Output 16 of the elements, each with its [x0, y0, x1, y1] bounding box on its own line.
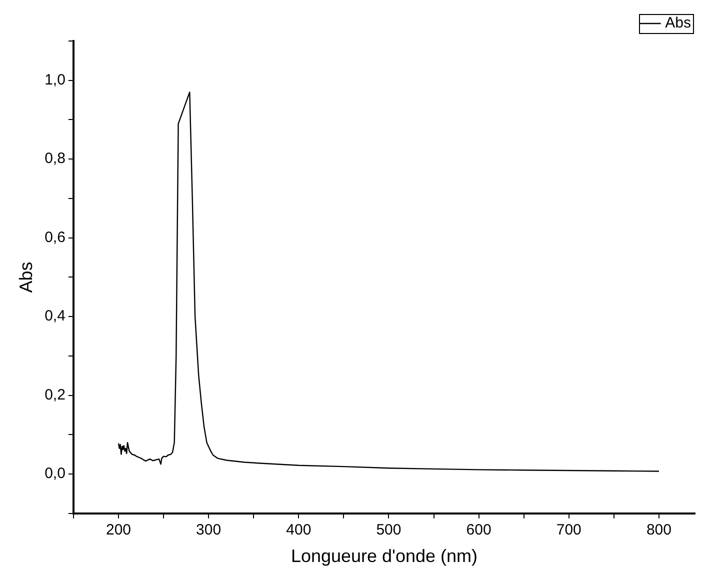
x-tick-label: 400: [286, 522, 312, 539]
x-tick-label: 700: [556, 522, 582, 539]
x-tick-label: 800: [646, 522, 672, 539]
y-tick-label: 1,0: [44, 72, 66, 89]
x-tick-label: 300: [196, 522, 222, 539]
x-axis-title: Longueure d'onde (nm): [290, 546, 478, 566]
y-tick-label: 0,2: [44, 386, 66, 404]
y-tick-label: 0,4: [44, 308, 66, 325]
x-tick-label: 200: [106, 522, 132, 539]
y-tick-label: 0,0: [44, 465, 66, 482]
legend-label: Abs: [665, 14, 692, 32]
x-tick-label: 600: [466, 522, 492, 539]
y-axis-title: Abs: [16, 262, 36, 293]
y-tick-label: 0,6: [44, 228, 66, 246]
x-tick-label: 500: [376, 522, 402, 539]
y-tick-label: 0,8: [44, 150, 66, 168]
